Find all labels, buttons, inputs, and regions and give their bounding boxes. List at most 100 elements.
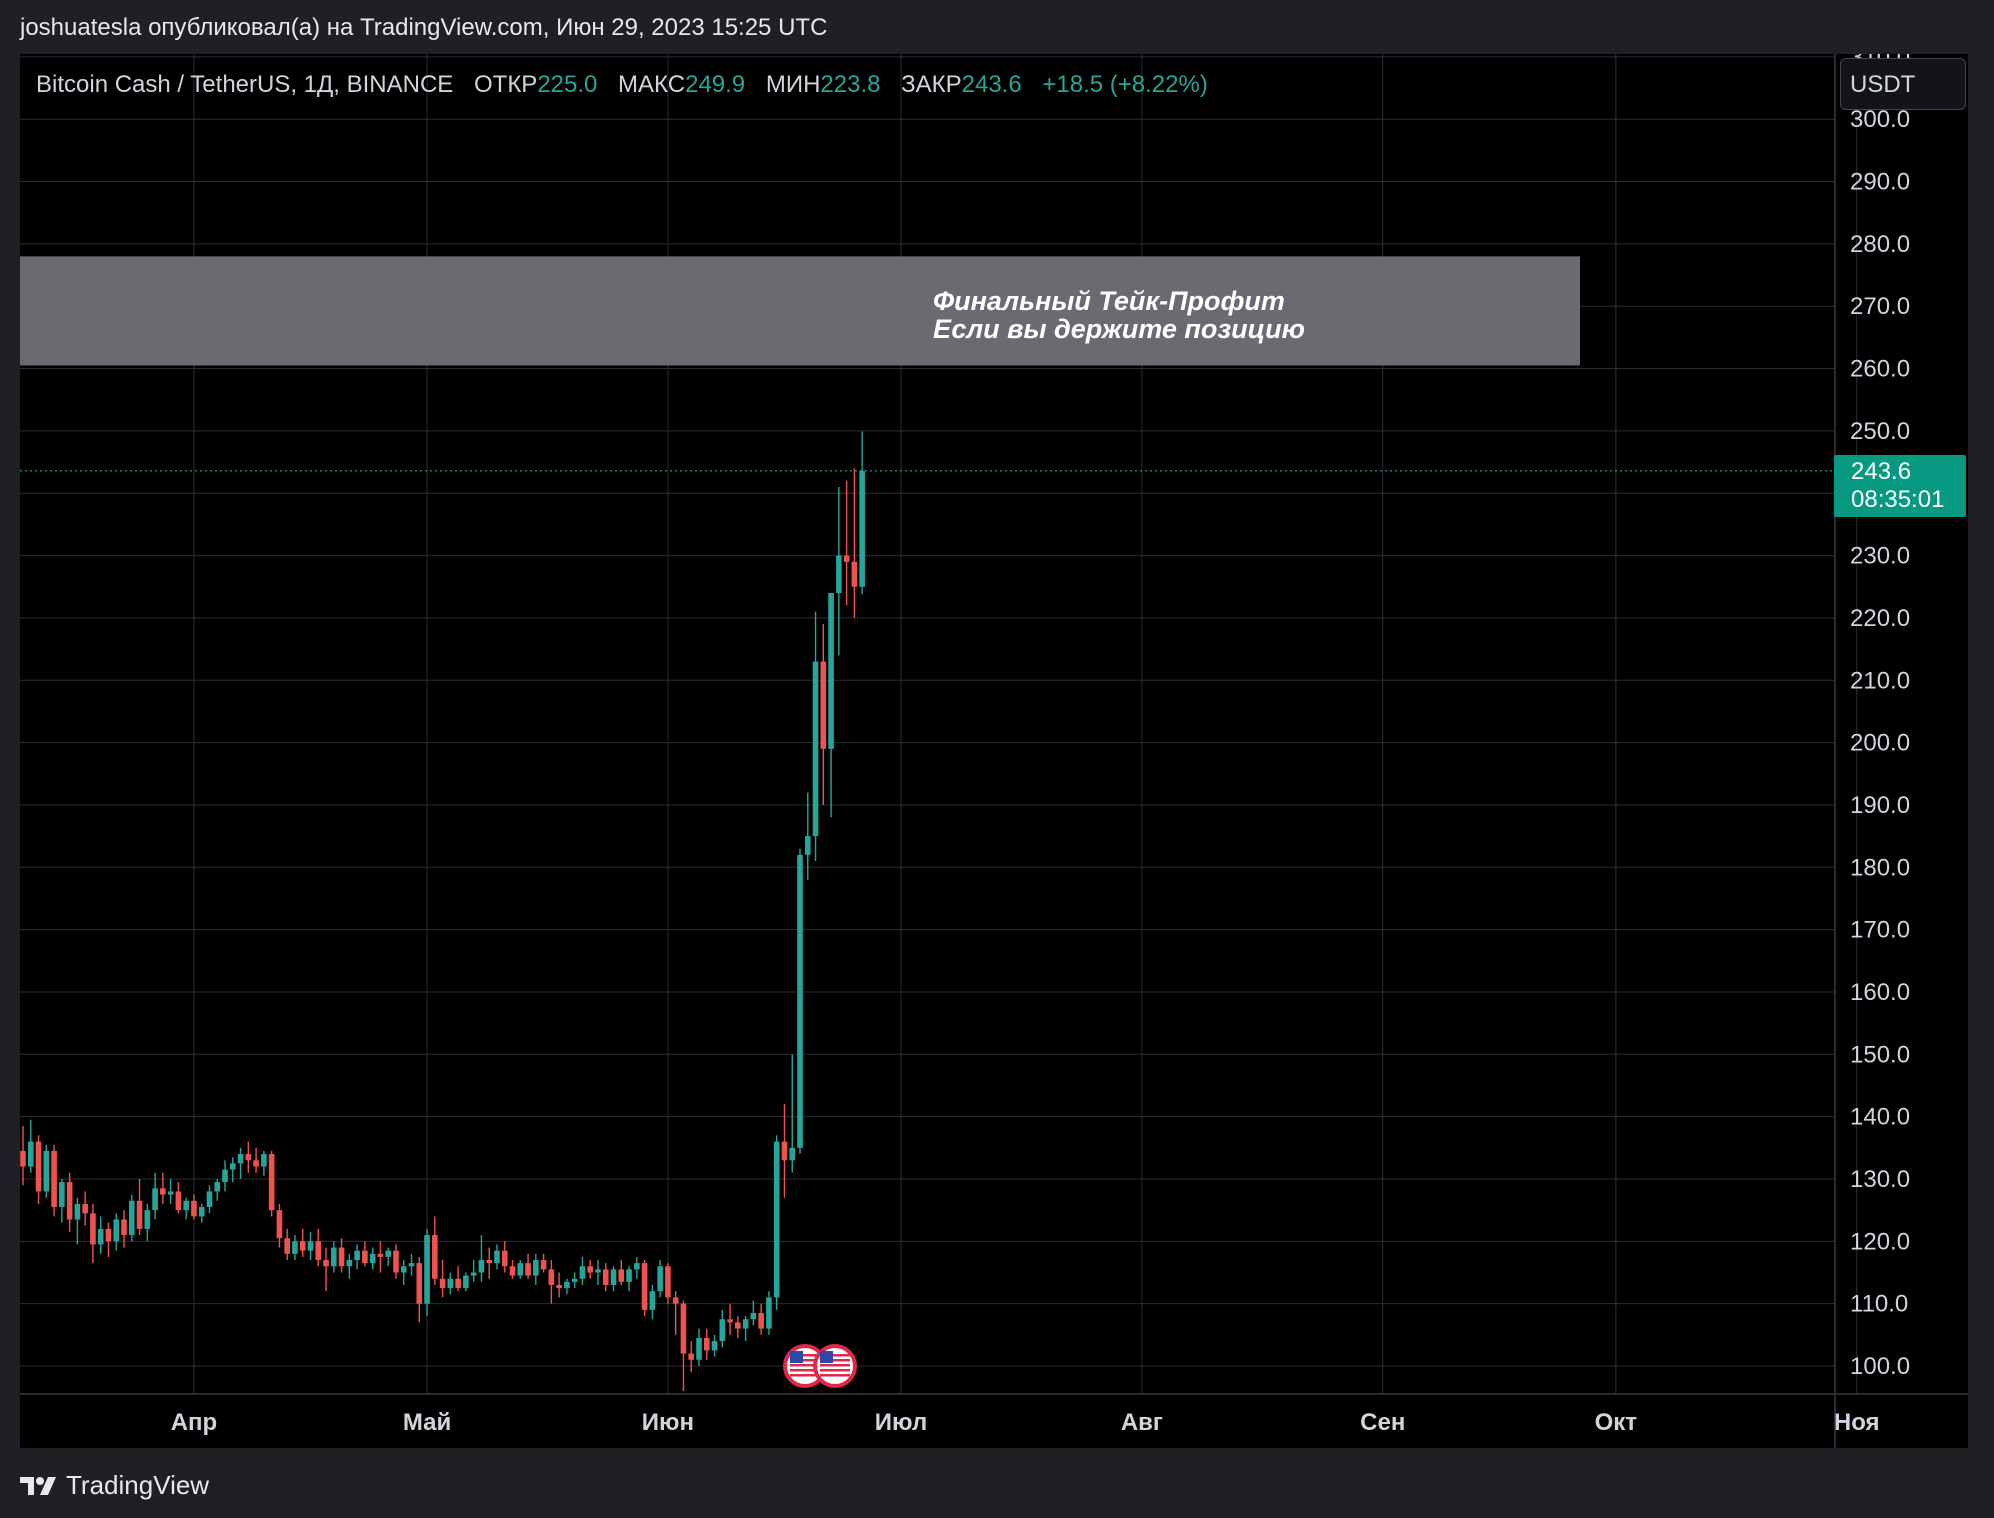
candle [626, 1266, 632, 1292]
x-tick-label: Май [403, 1409, 451, 1436]
candle [828, 592, 834, 818]
candle [797, 848, 803, 1155]
candle [27, 1119, 34, 1173]
candle-body [253, 1160, 259, 1167]
candle-body [836, 555, 842, 593]
y-tick-label: 150.0 [1850, 1041, 1910, 1068]
candle-body [602, 1269, 609, 1285]
flag-stripe [790, 1364, 820, 1367]
take-profit-label: Финальный Тейк-Профит Если вы держите по… [933, 287, 1305, 343]
candle [618, 1260, 625, 1285]
candle-body [338, 1247, 345, 1267]
candle-body [144, 1210, 151, 1229]
candle-body [781, 1141, 788, 1161]
chart-frame[interactable]: 100.0 110.0 120.0 130.0 140.0 150.0 160.0 170.0… [20, 54, 1968, 1448]
flag-stripe [790, 1359, 820, 1362]
open-label: ОТКР [473, 71, 538, 98]
price-chart[interactable]: 100.0 110.0 120.0 130.0 140.0 150.0 160.0 170.0… [20, 54, 1968, 1448]
candle [307, 1231, 314, 1261]
candle [750, 1300, 757, 1326]
candle [595, 1260, 601, 1285]
symbol-title[interactable]: Bitcoin Cash / TetherUS, 1Д, BINANCE [36, 71, 454, 98]
candle-body [478, 1260, 485, 1273]
candle-body [408, 1263, 415, 1267]
tradingview-brand[interactable]: TradingView [20, 1470, 209, 1501]
candle [812, 611, 819, 862]
candle-body [59, 1182, 65, 1208]
y-tick-label: 170.0 [1850, 917, 1910, 944]
y-tick-label: 270.0 [1850, 293, 1910, 320]
candle-body [90, 1213, 96, 1245]
y-tick-label: 210.0 [1850, 667, 1910, 694]
candle-body [393, 1250, 399, 1273]
candle-body [82, 1203, 88, 1214]
candle-body [680, 1303, 687, 1354]
candle-body [323, 1260, 329, 1267]
flag-stripe [790, 1374, 820, 1377]
candle [703, 1328, 710, 1360]
flag-stripe [790, 1369, 820, 1372]
tradingview-logo-icon [20, 1476, 56, 1495]
candle-body [43, 1150, 50, 1192]
candle [665, 1263, 671, 1304]
candle [432, 1216, 438, 1285]
candle [408, 1253, 415, 1276]
candle-body [812, 661, 819, 837]
candle [610, 1266, 617, 1292]
candle [237, 1147, 244, 1179]
candle [97, 1216, 104, 1254]
candle-body [587, 1266, 594, 1273]
candle [105, 1222, 112, 1257]
candle [766, 1291, 772, 1335]
candle [144, 1203, 151, 1242]
candle-body [626, 1269, 632, 1282]
candle [688, 1341, 695, 1373]
candle [455, 1266, 461, 1292]
candle-body [727, 1319, 733, 1323]
candle-body [618, 1269, 625, 1282]
y-tick-label: 200.0 [1850, 730, 1910, 757]
y-tick-label: 290.0 [1850, 169, 1910, 196]
candle-body [665, 1266, 671, 1298]
x-tick-label: Апр [171, 1409, 218, 1436]
candle-body [564, 1281, 570, 1289]
us-flag-event-icon[interactable] [813, 1344, 857, 1388]
candle [331, 1241, 337, 1273]
candle-body [214, 1182, 221, 1192]
y-tick-label: 120.0 [1850, 1228, 1910, 1255]
candle-body [703, 1337, 710, 1351]
candle-body [136, 1200, 143, 1229]
candle [59, 1178, 65, 1223]
us-flag-event-icon[interactable] [783, 1344, 827, 1388]
candle-body [494, 1250, 500, 1264]
high-label: МАКС [618, 71, 686, 98]
y-tick-label: 180.0 [1850, 854, 1910, 881]
candle [758, 1303, 764, 1335]
candle-body [35, 1141, 42, 1192]
candle [579, 1256, 586, 1285]
candle [369, 1247, 376, 1270]
candle-body [261, 1154, 267, 1167]
candle-body [509, 1266, 516, 1276]
flag-stripe [820, 1369, 850, 1372]
close-value: 243.6 [961, 71, 1022, 98]
candle-body [198, 1207, 205, 1217]
candle-body [175, 1191, 182, 1211]
y-tick-label: 300.0 [1850, 106, 1910, 133]
candle-body [548, 1269, 555, 1285]
candle [183, 1197, 189, 1220]
currency-button[interactable]: USDT [1840, 58, 1966, 110]
candle-body [20, 1150, 26, 1167]
y-tick-label: 230.0 [1850, 543, 1910, 570]
candle-body [486, 1260, 492, 1264]
flag-stripe [820, 1374, 850, 1377]
candle-body [634, 1263, 640, 1270]
low-label: МИН [765, 71, 821, 98]
candle-body [369, 1253, 376, 1264]
candle-body [245, 1154, 252, 1161]
candle [74, 1197, 81, 1245]
candle [525, 1253, 531, 1279]
candle [478, 1235, 485, 1282]
candle-body [113, 1219, 120, 1242]
candle [400, 1260, 407, 1285]
